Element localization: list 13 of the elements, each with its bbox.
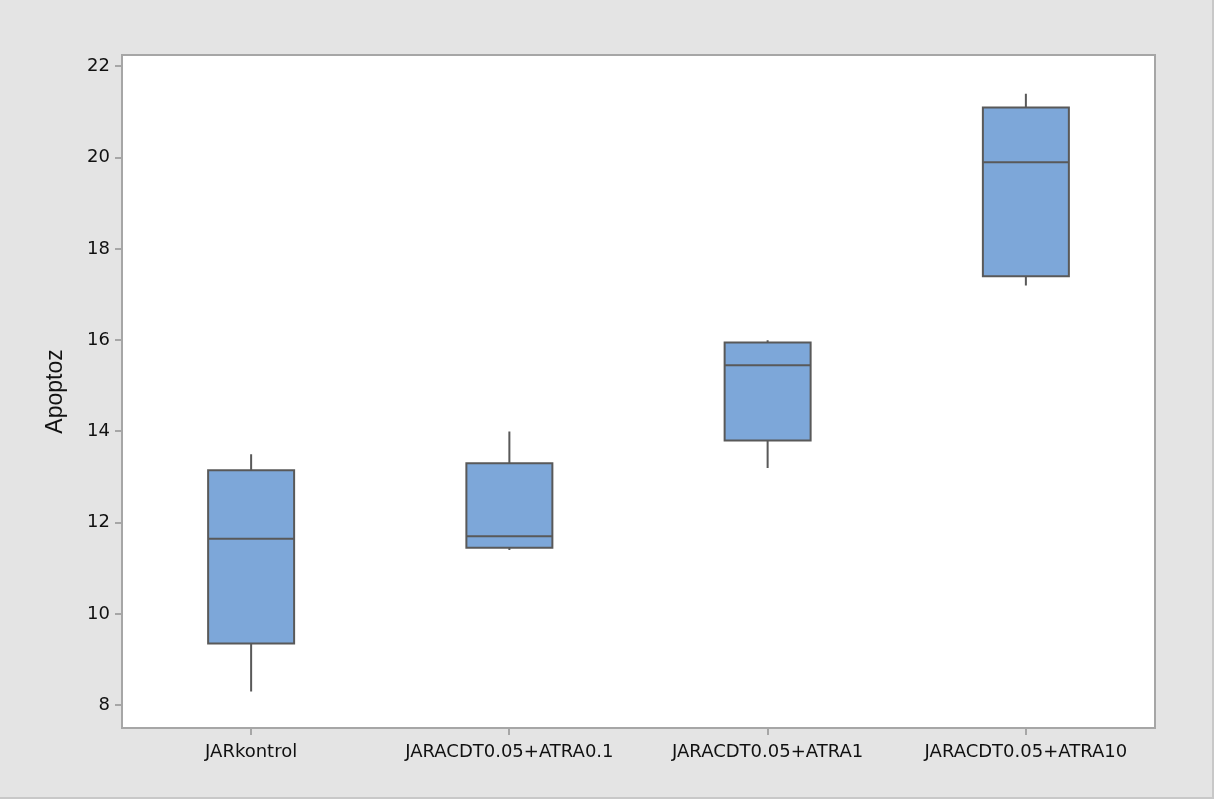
x-tick-label: JARACDT0.05+ATRA1 — [671, 740, 864, 762]
y-tick-label: 12 — [87, 510, 110, 532]
y-tick-label: 14 — [87, 419, 110, 441]
x-tick-label: JARACDT0.05+ATRA10 — [923, 740, 1128, 762]
x-tick-label: JARACDT0.05+ATRA0.1 — [404, 740, 614, 762]
y-tick-label: 16 — [87, 327, 110, 349]
y-tick-label: 18 — [87, 236, 110, 258]
y-tick-label: 20 — [87, 145, 110, 167]
y-tick-label: 10 — [87, 601, 110, 623]
y-axis-title: Apoptoz — [41, 349, 68, 434]
y-tick-label: 22 — [87, 54, 110, 76]
y-tick-label: 8 — [98, 692, 110, 714]
x-tick-label: JARkontrol — [204, 740, 298, 762]
